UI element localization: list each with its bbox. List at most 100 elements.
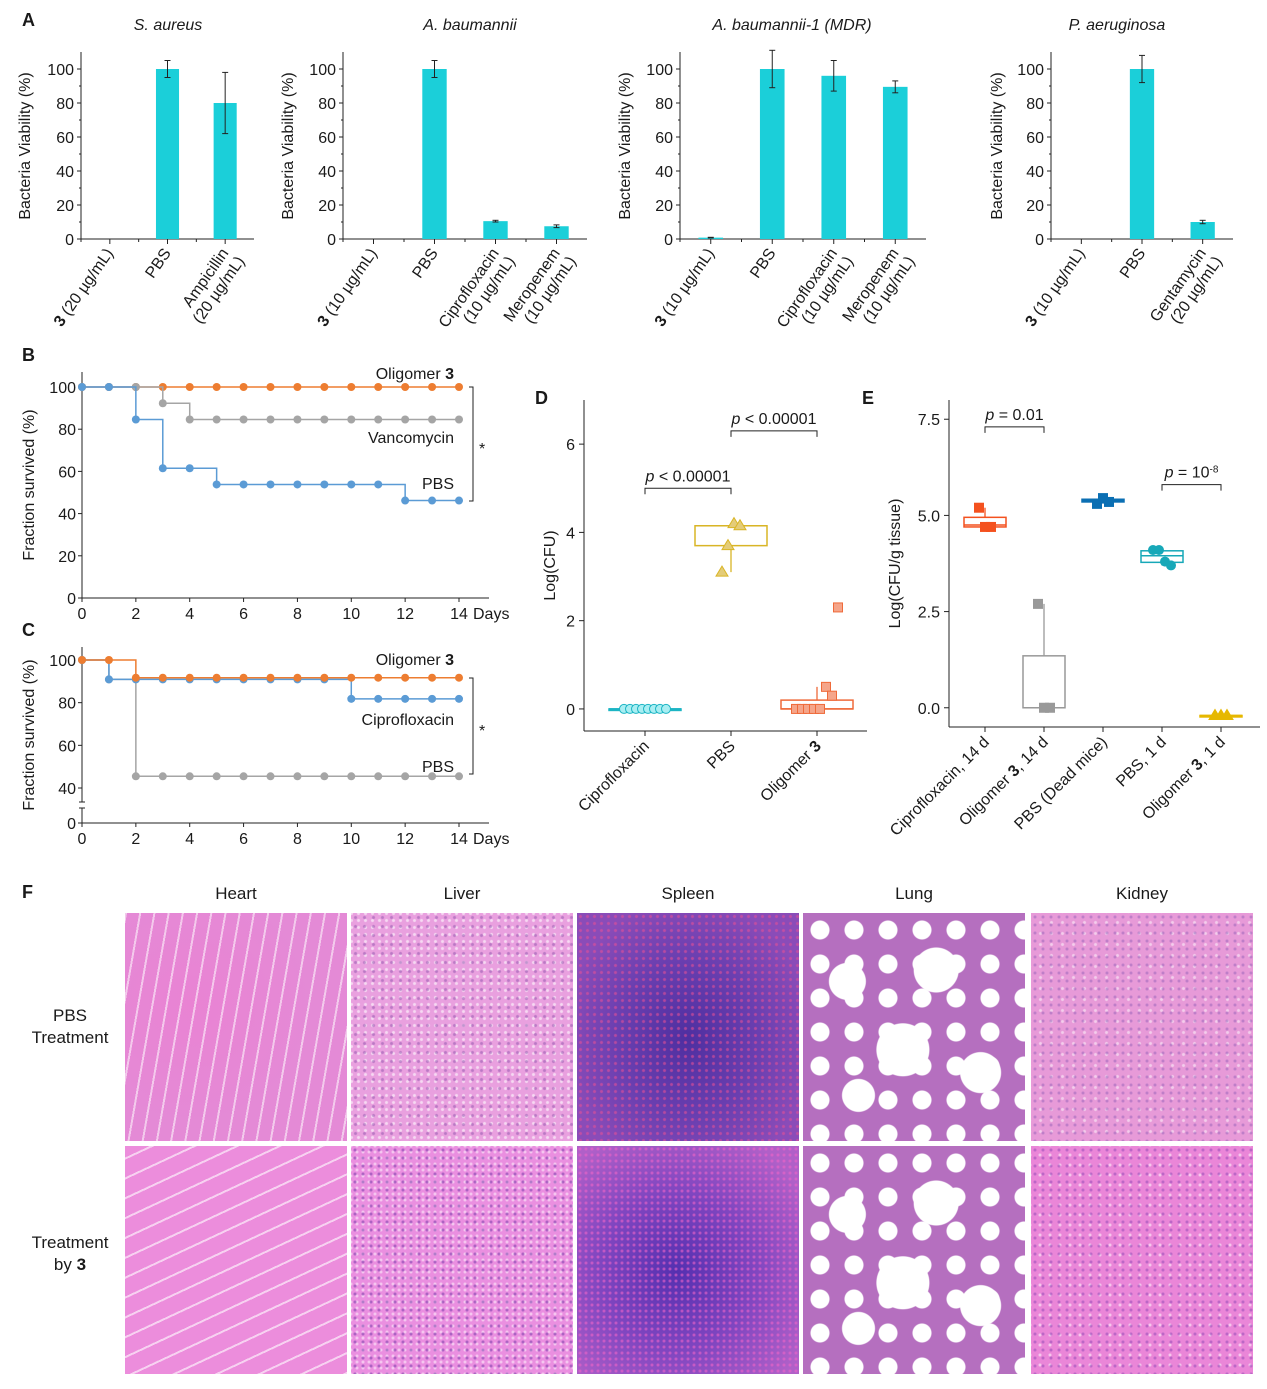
survival-point: [266, 415, 275, 424]
x-tick-label: 3 (20 µg/mL): [51, 246, 117, 330]
x-tick-label: 12: [396, 606, 414, 623]
y-tick-label: 80: [58, 696, 76, 713]
x-tick-label-part: Oligomer: [757, 744, 818, 805]
y-tick-label: 0: [327, 232, 336, 249]
survival-point: [428, 415, 437, 424]
p-value-label-part: p: [1164, 465, 1174, 482]
data-point: [1166, 560, 1176, 571]
x-tick-label: 2: [131, 606, 140, 623]
survival-line-vancomycin: [82, 386, 459, 421]
y-tick-label: 80: [655, 96, 673, 113]
y-tick-label: 100: [49, 380, 76, 397]
survival-point: [455, 383, 463, 391]
x-tick-label: Ciprofloxacin: [575, 738, 652, 815]
y-tick-label: 60: [318, 130, 336, 147]
survival-point: [455, 772, 463, 781]
survival-point: [428, 496, 437, 505]
x-tick-label-part: PBS: [704, 738, 739, 773]
column-label-heart: Heart: [215, 884, 257, 903]
survival-point: [158, 772, 167, 781]
y-tick-label: 80: [58, 422, 76, 439]
box: [694, 525, 768, 547]
panel-letter-e: E: [862, 388, 875, 408]
survival-point: [455, 415, 463, 424]
p-value-label-part: = 10: [1173, 465, 1209, 482]
x-tick-label: 3 (10 µg/mL): [315, 246, 381, 330]
data-point: [833, 602, 843, 613]
survival-point: [347, 673, 356, 682]
y-tick-label: 60: [56, 130, 74, 147]
y-tick-label: 40: [318, 164, 336, 181]
bar: [759, 69, 785, 239]
survival-point: [78, 656, 86, 664]
survival-point: [185, 772, 194, 781]
x-axis-label: Days: [473, 606, 509, 623]
x-tick-label: PBS: [142, 246, 174, 282]
data-point: [974, 502, 984, 513]
survival-point: [185, 464, 194, 473]
survival-point: [401, 415, 410, 424]
chart-title: A. baumannii-1 (MDR): [711, 17, 871, 34]
column-label-liver: Liver: [443, 884, 481, 903]
row-label-line: Treatment: [31, 1233, 109, 1252]
survival-point: [374, 694, 383, 703]
survival-point: [158, 464, 167, 473]
y-tick-label: 40: [1026, 164, 1044, 181]
bar: [882, 86, 908, 239]
survival-point: [293, 480, 302, 489]
survival-point: [401, 383, 410, 391]
survival-point: [455, 694, 463, 703]
series-label: Oligomer 3: [376, 366, 454, 383]
x-tick-label: 8: [293, 606, 302, 623]
survival-point: [239, 480, 248, 489]
x-tick-label: 2: [131, 831, 140, 848]
histology-lung-treated: [803, 1146, 1025, 1374]
p-value-label-part: p: [731, 411, 741, 428]
bar-chart-A4: P. aeruginosa 0 20 40 60 80 100 Bacteria Viabil…: [989, 17, 1233, 330]
series-label: Vancomycin: [368, 430, 454, 447]
survival-point: [401, 694, 410, 703]
y-tick-label: 0: [67, 591, 76, 608]
survival-point: [266, 480, 275, 489]
data-point: [821, 681, 831, 692]
bar: [213, 103, 237, 239]
survival-point: [212, 772, 221, 781]
series-label: Oligomer 3: [376, 652, 454, 669]
survival-point: [374, 673, 383, 682]
x-tick-label: 0: [78, 831, 87, 848]
data-point: [1220, 708, 1234, 720]
y-tick-label: 20: [655, 198, 673, 215]
y-axis-label: Fraction survived (%): [21, 659, 38, 810]
survival-point: [131, 772, 140, 781]
x-tick-label-part: (10 µg/mL): [320, 246, 381, 323]
significance-star: *: [479, 723, 485, 740]
x-tick-label: 10: [342, 606, 360, 623]
data-point: [715, 565, 729, 577]
y-tick-label: 4: [566, 525, 575, 542]
p-value-label: p < 0.00001: [731, 411, 817, 428]
series-label-part: Vancomycin: [368, 430, 454, 447]
survival-point: [266, 673, 275, 682]
histology-kidney-treated: [1031, 1146, 1253, 1374]
data-point: [721, 538, 735, 551]
x-tick-label-part: (20 µg/mL): [56, 246, 117, 323]
survival-point: [320, 383, 329, 391]
survival-point: [401, 673, 410, 682]
y-tick-label: 20: [56, 198, 74, 215]
survival-point: [293, 415, 302, 424]
data-point: [1045, 702, 1055, 713]
y-axis-label: Log(CFU/g tissue): [887, 499, 904, 629]
survival-point: [347, 694, 356, 703]
series-label: PBS: [422, 476, 454, 493]
significance-star: *: [479, 441, 485, 458]
series-label-part: PBS: [422, 759, 454, 776]
box-chart-D: 0 2 4 6 Log(CFU) Ciprofloxacin PBS Oligomer 3 p …: [542, 400, 867, 815]
x-tick-label: PBS, 1 d: [1113, 734, 1170, 791]
chart-title: S. aureus: [134, 17, 202, 34]
survival-point: [239, 383, 248, 391]
significance-bracket: [644, 487, 732, 495]
y-tick-label: 100: [646, 62, 673, 79]
data-point: [1104, 496, 1114, 507]
y-tick-label: 0.0: [918, 701, 940, 718]
survival-point: [212, 383, 221, 391]
